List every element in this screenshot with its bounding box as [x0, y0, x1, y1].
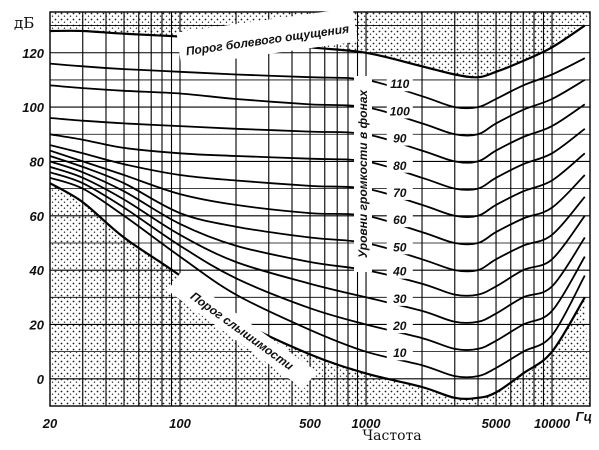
phon-label: 20	[392, 319, 407, 333]
phon-label-background	[386, 240, 413, 255]
phon-label: 10	[393, 346, 407, 360]
x-tick-label: 500	[299, 416, 321, 431]
y-tick-label: 100	[22, 100, 44, 115]
phon-label: 70	[393, 186, 407, 200]
phon-label-background	[386, 291, 413, 306]
phon-label: 50	[393, 240, 407, 254]
phon-label-background	[386, 104, 413, 119]
curve-phon-10	[50, 176, 586, 379]
curve-phon-90	[50, 103, 586, 164]
phon-label-background	[386, 264, 413, 279]
phon-label: 60	[393, 213, 407, 227]
plot-frame	[49, 11, 591, 407]
phon-label: 30	[393, 292, 407, 306]
phon-label-background	[386, 158, 413, 173]
phon-label: 90	[393, 132, 407, 146]
y-tick-label: 0	[37, 372, 45, 387]
pain-label-background	[176, 7, 358, 67]
curve-pain-threshold	[50, 24, 586, 79]
y-tick-label: 120	[22, 46, 44, 61]
x-tick-label: 100	[169, 416, 191, 431]
below-hearing-region	[50, 183, 590, 406]
y-tick-label: 40	[29, 263, 45, 278]
x-axis-label: Частота	[362, 428, 421, 444]
x-unit-label: Гц	[576, 409, 592, 424]
phon-label: 40	[392, 265, 407, 279]
curve-hearing-threshold	[50, 182, 586, 400]
phon-label-background	[386, 185, 413, 200]
y-tick-label: 20	[29, 317, 45, 332]
curve-phon-20	[50, 171, 586, 351]
phon-label: 80	[393, 159, 407, 173]
plot-area	[50, 12, 590, 406]
phon-label: 100	[390, 104, 410, 118]
y-axis-label: дБ	[14, 14, 34, 32]
phon-label-background	[386, 131, 413, 146]
y-axis-ticks: 0 20 40 60 80 100 120	[22, 46, 44, 387]
curve-phon-100	[50, 79, 586, 137]
x-tick-label: 1000	[352, 416, 382, 431]
phon-label-background	[386, 346, 413, 361]
phon-label-background	[386, 77, 413, 92]
loudness-label-background	[354, 76, 372, 272]
phon-label-background	[386, 319, 413, 334]
x-tick-label: 5000	[482, 416, 512, 431]
loudness-levels-label: Уровни громкости в фонах	[356, 89, 370, 258]
phon-label-background	[386, 213, 413, 228]
x-axis-ticks: 20 100 500 1000 5000 10000	[42, 416, 571, 431]
hearing-label-background	[167, 272, 317, 390]
curve-phon-80	[50, 128, 586, 191]
y-tick-label: 60	[30, 209, 45, 224]
phon-labels: 110 100 90 80 70 60 50 40 30 20 10	[386, 77, 413, 361]
x-tick-label: 20	[42, 416, 58, 431]
y-tick-label: 80	[30, 154, 45, 169]
curve-phon-70	[50, 144, 586, 219]
x-tick-label: 10000	[534, 416, 571, 431]
phon-label: 110	[390, 77, 409, 91]
